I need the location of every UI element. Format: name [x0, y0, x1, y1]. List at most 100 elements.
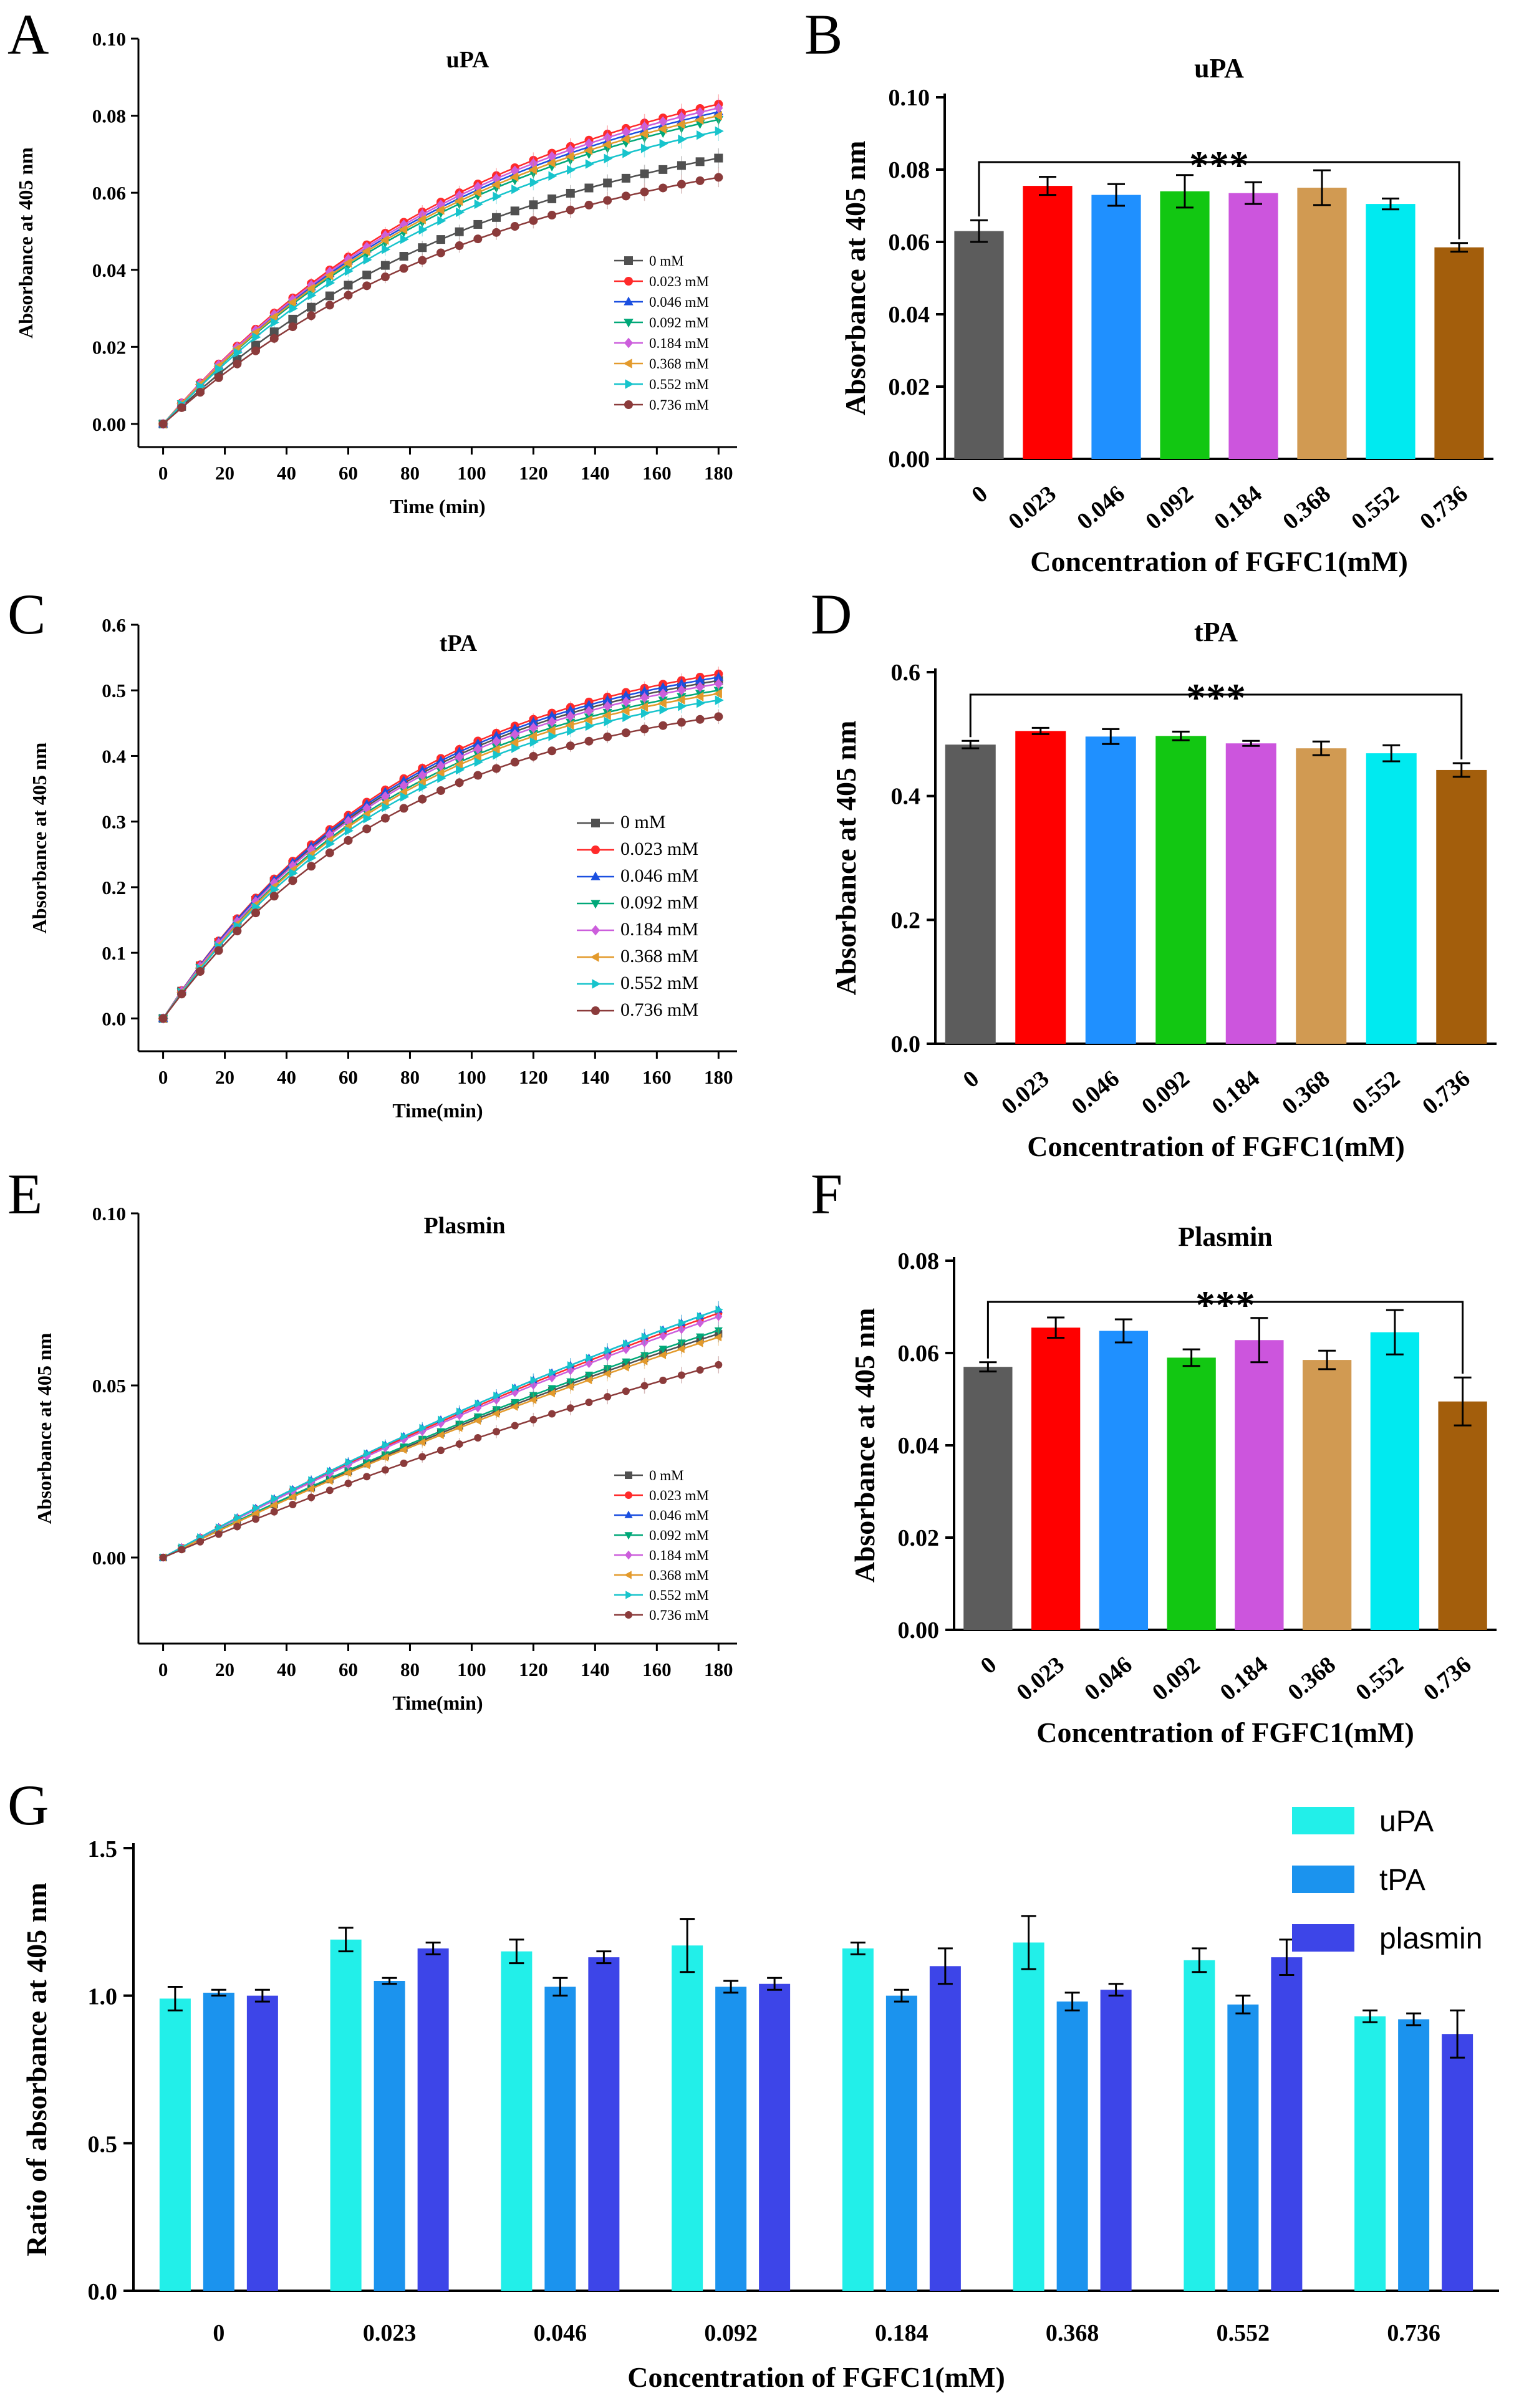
y-tick-label: 0.02 — [889, 374, 930, 400]
legend-entry: 0.092 mM — [649, 315, 709, 330]
bar-uPA-0.023 — [330, 1939, 362, 2291]
series-point-1 — [455, 227, 464, 236]
legend-entry: 0.092 mM — [649, 1528, 709, 1543]
x-tick-label: 160 — [642, 1659, 672, 1680]
x-tick-label: 0.023 — [996, 1066, 1054, 1120]
y-tick-label: 0.04 — [92, 259, 126, 281]
series-point-1 — [307, 302, 316, 312]
series-point-7 — [382, 802, 391, 812]
series-point-6 — [620, 706, 630, 716]
series-point-8 — [269, 334, 279, 343]
legend-entry: 0.023 mM — [649, 1488, 709, 1503]
legend-marker — [625, 1550, 632, 1560]
y-tick-label: 0.00 — [898, 1617, 940, 1644]
series-point-6 — [454, 196, 463, 206]
series-point-8 — [621, 191, 630, 201]
chart-title: Plasmin — [1178, 1221, 1273, 1252]
bar-plasmin-0.023 — [417, 1948, 449, 2291]
series-point-5 — [658, 116, 668, 127]
series-point-4 — [511, 1399, 519, 1407]
series-point-7 — [271, 884, 280, 895]
legend-marker — [624, 1532, 633, 1540]
series-point-3 — [713, 672, 724, 681]
bar-uPA-0.184 — [842, 1948, 874, 2291]
series-point-4 — [473, 1413, 482, 1421]
series-point-4 — [603, 1365, 612, 1373]
panel-label-f: F — [811, 1162, 842, 1226]
bar-0.046 — [1099, 1331, 1149, 1630]
series-point-4 — [584, 1371, 594, 1379]
series-point-6 — [398, 224, 408, 234]
series-point-7 — [548, 731, 557, 741]
chart-g-ratio-bars: 0.0 0.5 1.0 1.5 0 0.023 0.046 0.092 0.184 0.368 0.… — [21, 1805, 1499, 2393]
series-point-7 — [529, 177, 539, 188]
series-point-7 — [289, 868, 298, 879]
series-point-5 — [307, 844, 316, 855]
series-point-7 — [271, 317, 280, 327]
series-point-7 — [678, 134, 687, 145]
bar-plasmin-0.552 — [1271, 1957, 1303, 2291]
x-tick-label: 0.552 — [1351, 1652, 1408, 1706]
series-line-8 — [163, 1364, 719, 1559]
series-point-6 — [436, 1430, 444, 1440]
series-point-6 — [584, 715, 593, 725]
series-point-6 — [547, 1389, 555, 1398]
bar-plasmin-0.184 — [929, 1966, 961, 2291]
legend-entry: 0.046 mM — [649, 294, 709, 310]
series-point-6 — [472, 188, 481, 198]
x-axis-label: Concentration of FGFC1(mM) — [1027, 1130, 1405, 1162]
legend-marker — [591, 819, 600, 827]
x-tick-label: 140 — [581, 1066, 610, 1088]
series-point-6 — [584, 1375, 592, 1385]
bar-0.023 — [1023, 186, 1073, 459]
series-point-6 — [713, 688, 722, 699]
x-tick-label: 0 — [158, 462, 168, 484]
series-point-5 — [603, 701, 612, 712]
legend-marker — [623, 359, 632, 368]
series-point-7 — [659, 705, 668, 715]
legend-swatch — [1292, 1866, 1354, 1893]
y-tick-label: 0.10 — [92, 1203, 126, 1225]
series-point-1 — [547, 194, 557, 203]
series-point-6 — [325, 1476, 333, 1485]
bar-uPA-0 — [159, 1998, 191, 2291]
series-point-5 — [659, 1331, 667, 1341]
x-tick-label: 120 — [519, 462, 548, 484]
x-tick-label: 80 — [400, 462, 420, 484]
legend-entry: 0 mM — [620, 812, 666, 832]
series-point-6 — [250, 327, 259, 338]
series-point-7 — [419, 1423, 427, 1432]
series-point-6 — [602, 140, 611, 150]
legend-marker — [591, 900, 600, 909]
x-tick-label: 120 — [519, 1659, 548, 1680]
series-point-6 — [529, 1395, 537, 1404]
series-point-5 — [677, 111, 686, 122]
series-point-7 — [215, 364, 224, 374]
series-point-6 — [565, 720, 574, 730]
series-point-7 — [604, 153, 613, 163]
series-point-8 — [455, 1440, 463, 1448]
series-point-5 — [695, 681, 705, 693]
series-point-8 — [621, 728, 630, 738]
series-point-8 — [177, 990, 186, 999]
chart-e-plasmin-kinetics: 0 20 40 60 80 100 120 140 160 180 0.00 0.05 0.10 Plas… — [33, 1203, 737, 1714]
series-point-7 — [622, 148, 632, 158]
series-point-4 — [640, 1352, 649, 1360]
series-line-1 — [163, 1333, 719, 1559]
chart-title: tPA — [1194, 617, 1238, 647]
series-point-8 — [270, 1508, 278, 1516]
series-point-6 — [509, 172, 519, 182]
series-point-7 — [289, 1485, 297, 1494]
series-point-7 — [511, 1384, 519, 1392]
y-tick-label: 0.0 — [102, 1008, 126, 1029]
series-point-6 — [528, 731, 538, 741]
series-point-8 — [529, 1415, 538, 1423]
y-tick-label: 1.5 — [88, 1836, 118, 1862]
series-point-8 — [603, 196, 612, 205]
significance-stars: *** — [1195, 1283, 1255, 1327]
significance-stars: *** — [1186, 675, 1246, 720]
series-point-5 — [677, 685, 686, 696]
series-line-5 — [162, 107, 719, 425]
series-point-6 — [269, 1501, 277, 1510]
